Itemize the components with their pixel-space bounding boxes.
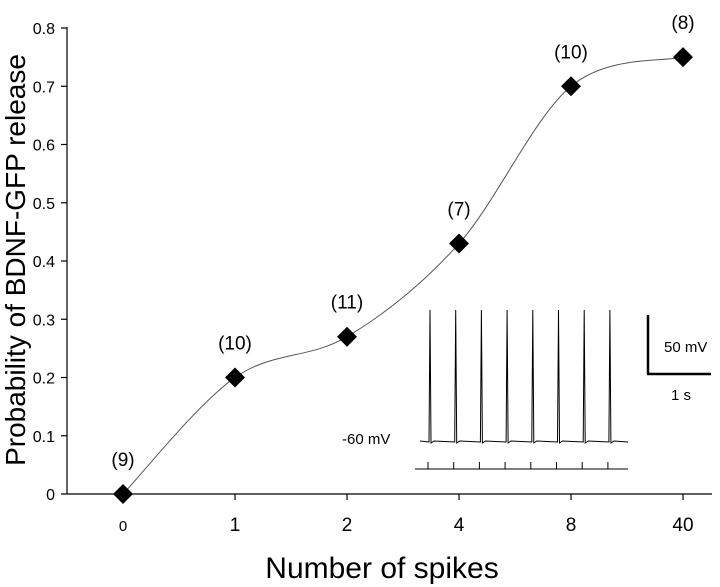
- n-label: (10): [554, 42, 588, 63]
- x-tick-label: 1: [230, 515, 241, 536]
- data-point: [449, 233, 469, 254]
- n-label: (8): [671, 13, 694, 34]
- y-tick-label: 0.3: [33, 312, 55, 329]
- n-label: (11): [331, 293, 363, 314]
- scalebar-voltage-label: 50 mV: [664, 339, 707, 356]
- data-points: [113, 47, 693, 504]
- axes: [66, 27, 712, 495]
- x-axis-title: Number of spikes: [265, 552, 498, 585]
- data-point: [113, 484, 133, 504]
- y-axis-title: Probability of BDNF-GFP release: [0, 54, 31, 466]
- x-tick-label: 8: [566, 515, 577, 536]
- y-tick-label: 0.6: [33, 138, 55, 155]
- x-ticks: 0 1 2 4 8 40: [119, 494, 694, 536]
- n-label: (7): [447, 200, 470, 221]
- y-ticks: 0 0.1 0.2 0.3 0.4 0.5 0.6 0.7 0.8: [33, 21, 67, 504]
- n-labels: (9) (10) (11) (7) (10) (8): [111, 13, 694, 471]
- x-tick-label: 4: [454, 515, 465, 536]
- x-tick-label: 2: [342, 515, 353, 536]
- y-tick-label: 0.8: [33, 21, 55, 38]
- data-point: [561, 76, 581, 97]
- y-tick-label: 0.2: [33, 371, 55, 388]
- scalebar-time-label: 1 s: [671, 387, 691, 404]
- stimulus-ticks: [427, 462, 609, 469]
- n-label: (10): [218, 334, 252, 355]
- inset-trace: -60 mV 50 mV 1 s: [342, 309, 711, 470]
- data-point: [337, 326, 357, 347]
- x-tick-label: 0: [119, 518, 127, 535]
- fit-curve: [122, 56, 684, 495]
- y-tick-label: 0.5: [33, 196, 55, 213]
- n-label: (9): [111, 450, 134, 471]
- x-tick-label: 40: [672, 515, 693, 536]
- baseline-label: -60 mV: [342, 431, 390, 448]
- data-point: [673, 47, 693, 68]
- voltage-trace: [419, 309, 629, 444]
- data-point: [225, 367, 245, 388]
- y-tick-label: 0.7: [33, 79, 55, 96]
- y-tick-label: 0.4: [33, 254, 55, 271]
- y-tick-label: 0: [46, 487, 55, 504]
- y-tick-label: 0.1: [33, 429, 55, 446]
